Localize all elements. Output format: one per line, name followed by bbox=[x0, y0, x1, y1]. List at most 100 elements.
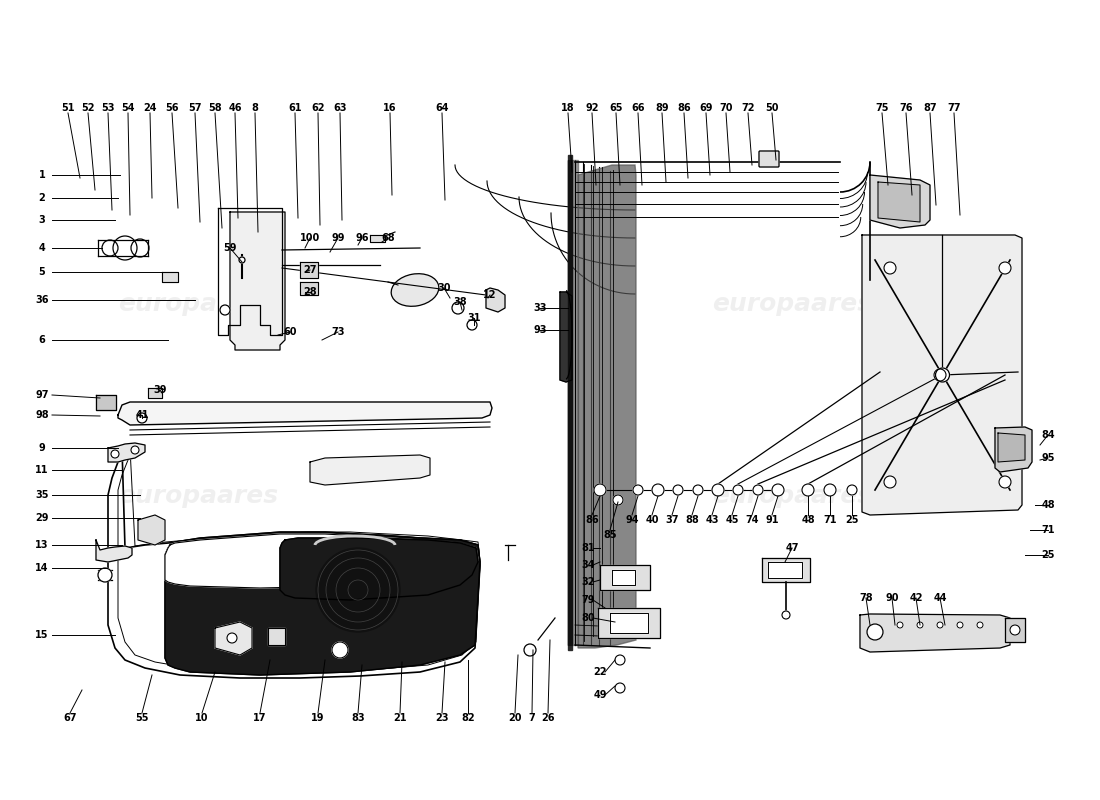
Text: 43: 43 bbox=[705, 515, 718, 525]
Text: 82: 82 bbox=[461, 713, 475, 723]
Text: 5: 5 bbox=[39, 267, 45, 277]
Text: 84: 84 bbox=[1042, 430, 1055, 440]
Circle shape bbox=[332, 642, 348, 658]
Circle shape bbox=[935, 368, 949, 382]
Circle shape bbox=[999, 262, 1011, 274]
Text: 25: 25 bbox=[1042, 550, 1055, 560]
Circle shape bbox=[754, 485, 763, 495]
FancyBboxPatch shape bbox=[759, 151, 779, 167]
Text: 48: 48 bbox=[801, 515, 815, 525]
Circle shape bbox=[977, 622, 983, 628]
Text: 25: 25 bbox=[845, 515, 859, 525]
Text: 59: 59 bbox=[223, 243, 236, 253]
Text: 35: 35 bbox=[35, 490, 48, 500]
Circle shape bbox=[673, 485, 683, 495]
Polygon shape bbox=[300, 282, 318, 295]
Text: 78: 78 bbox=[859, 593, 872, 603]
Polygon shape bbox=[762, 558, 810, 582]
Circle shape bbox=[594, 484, 606, 496]
Ellipse shape bbox=[392, 274, 439, 306]
Text: 83: 83 bbox=[351, 713, 365, 723]
Circle shape bbox=[772, 484, 784, 496]
Polygon shape bbox=[268, 628, 285, 645]
Text: 17: 17 bbox=[253, 713, 266, 723]
Text: 37: 37 bbox=[666, 515, 679, 525]
Circle shape bbox=[102, 240, 118, 256]
Circle shape bbox=[824, 484, 836, 496]
Polygon shape bbox=[218, 208, 282, 335]
Polygon shape bbox=[860, 614, 1010, 652]
Text: 90: 90 bbox=[886, 593, 899, 603]
Polygon shape bbox=[568, 155, 572, 650]
Circle shape bbox=[652, 484, 664, 496]
Polygon shape bbox=[108, 448, 480, 678]
Text: 69: 69 bbox=[700, 103, 713, 113]
Text: 42: 42 bbox=[910, 593, 923, 603]
Text: 81: 81 bbox=[581, 543, 595, 553]
Circle shape bbox=[917, 622, 923, 628]
Circle shape bbox=[733, 485, 742, 495]
Circle shape bbox=[131, 446, 139, 454]
Text: europaares: europaares bbox=[712, 292, 872, 316]
Text: 11: 11 bbox=[35, 465, 48, 475]
Text: 93: 93 bbox=[534, 325, 547, 335]
Polygon shape bbox=[610, 613, 648, 633]
Text: 16: 16 bbox=[383, 103, 397, 113]
Circle shape bbox=[884, 476, 896, 488]
Text: 40: 40 bbox=[646, 515, 659, 525]
Text: 26: 26 bbox=[541, 713, 554, 723]
Circle shape bbox=[452, 302, 464, 314]
Text: 62: 62 bbox=[311, 103, 324, 113]
Text: 48: 48 bbox=[1042, 500, 1055, 510]
Text: 14: 14 bbox=[35, 563, 48, 573]
Circle shape bbox=[239, 257, 245, 263]
Text: 31: 31 bbox=[468, 313, 481, 323]
Circle shape bbox=[615, 655, 625, 665]
Text: 72: 72 bbox=[741, 103, 755, 113]
Polygon shape bbox=[230, 212, 285, 350]
Text: 18: 18 bbox=[561, 103, 575, 113]
Text: 19: 19 bbox=[311, 713, 324, 723]
Polygon shape bbox=[214, 622, 252, 655]
Polygon shape bbox=[280, 538, 478, 600]
Text: 71: 71 bbox=[823, 515, 837, 525]
Text: 44: 44 bbox=[933, 593, 947, 603]
Text: 51: 51 bbox=[62, 103, 75, 113]
Circle shape bbox=[613, 495, 623, 505]
Text: 94: 94 bbox=[625, 515, 639, 525]
Text: 27: 27 bbox=[304, 265, 317, 275]
Circle shape bbox=[632, 485, 644, 495]
Text: 6: 6 bbox=[39, 335, 45, 345]
Text: 34: 34 bbox=[581, 560, 595, 570]
Circle shape bbox=[957, 622, 962, 628]
Text: 36: 36 bbox=[35, 295, 48, 305]
Text: 20: 20 bbox=[508, 713, 521, 723]
Text: 30: 30 bbox=[438, 283, 451, 293]
Text: 100: 100 bbox=[300, 233, 320, 243]
Circle shape bbox=[1010, 625, 1020, 635]
Polygon shape bbox=[996, 427, 1032, 472]
Polygon shape bbox=[370, 235, 385, 242]
Circle shape bbox=[884, 262, 896, 274]
Text: 53: 53 bbox=[101, 103, 114, 113]
Text: 88: 88 bbox=[685, 515, 698, 525]
Text: 68: 68 bbox=[382, 233, 395, 243]
Polygon shape bbox=[108, 443, 145, 462]
Text: 87: 87 bbox=[923, 103, 937, 113]
Circle shape bbox=[934, 369, 946, 381]
Circle shape bbox=[131, 239, 149, 257]
Polygon shape bbox=[165, 534, 479, 588]
Text: 85: 85 bbox=[603, 530, 617, 540]
Circle shape bbox=[113, 236, 138, 260]
Text: 52: 52 bbox=[81, 103, 95, 113]
Text: 79: 79 bbox=[581, 595, 595, 605]
Text: 97: 97 bbox=[35, 390, 48, 400]
Polygon shape bbox=[148, 388, 162, 398]
Circle shape bbox=[615, 683, 625, 693]
Polygon shape bbox=[300, 262, 318, 278]
Text: 24: 24 bbox=[143, 103, 156, 113]
Polygon shape bbox=[600, 565, 650, 590]
Text: 29: 29 bbox=[35, 513, 48, 523]
Circle shape bbox=[867, 624, 883, 640]
Text: 7: 7 bbox=[529, 713, 536, 723]
